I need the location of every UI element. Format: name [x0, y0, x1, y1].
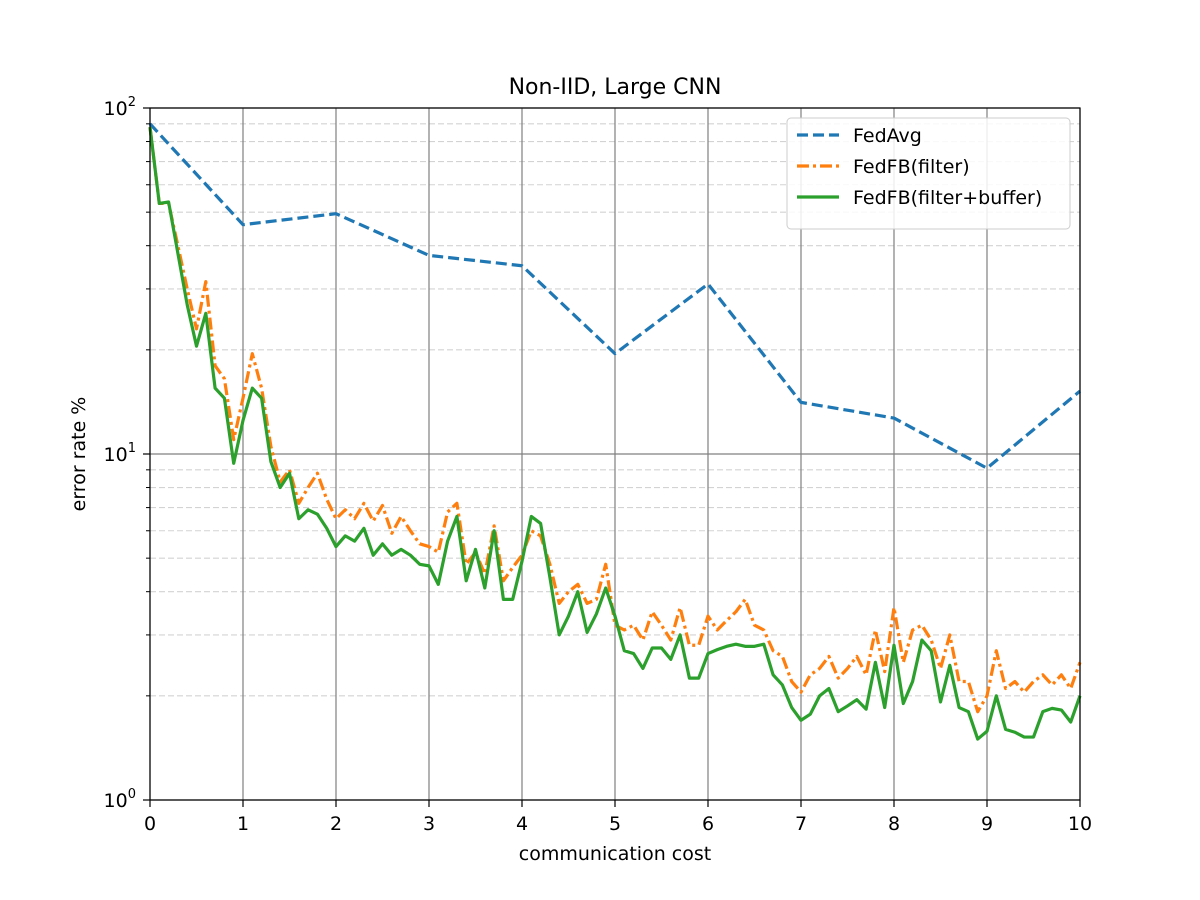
x-tick-label: 10 — [1068, 813, 1092, 835]
x-tick-label: 7 — [795, 813, 807, 835]
x-axis-label: communication cost — [519, 843, 711, 865]
x-tick-label: 8 — [888, 813, 900, 835]
legend-label: FedFB(filter+buffer) — [853, 187, 1042, 209]
x-tick-label: 5 — [609, 813, 621, 835]
x-tick-label: 9 — [981, 813, 993, 835]
y-tick-label: 100 — [104, 787, 136, 812]
series-lines — [148, 122, 1082, 741]
y-axis-label: error rate % — [68, 397, 90, 512]
y-axis-ticks: 100 101 102 — [104, 95, 150, 812]
legend: FedAvg FedFB(filter) FedFB(filter+buffer) — [786, 117, 1071, 230]
legend-box — [786, 117, 1071, 230]
series-line-3 — [148, 127, 1082, 741]
series-line-2 — [148, 127, 1082, 714]
y-tick-label: 101 — [104, 441, 136, 466]
y-tick-label: 102 — [104, 95, 136, 120]
x-tick-label: 6 — [702, 813, 714, 835]
x-tick-label: 0 — [144, 813, 156, 835]
x-tick-label: 1 — [237, 813, 249, 835]
legend-label: FedFB(filter) — [853, 156, 970, 178]
x-tick-label: 4 — [516, 813, 528, 835]
series-line-1 — [148, 122, 1082, 470]
x-axis-ticks: 0 1 2 3 4 5 6 7 8 9 10 — [144, 800, 1092, 835]
legend-label: FedAvg — [853, 125, 922, 147]
x-tick-label: 3 — [423, 813, 435, 835]
x-tick-label: 2 — [330, 813, 342, 835]
chart-title: Non-IID, Large CNN — [509, 75, 722, 100]
